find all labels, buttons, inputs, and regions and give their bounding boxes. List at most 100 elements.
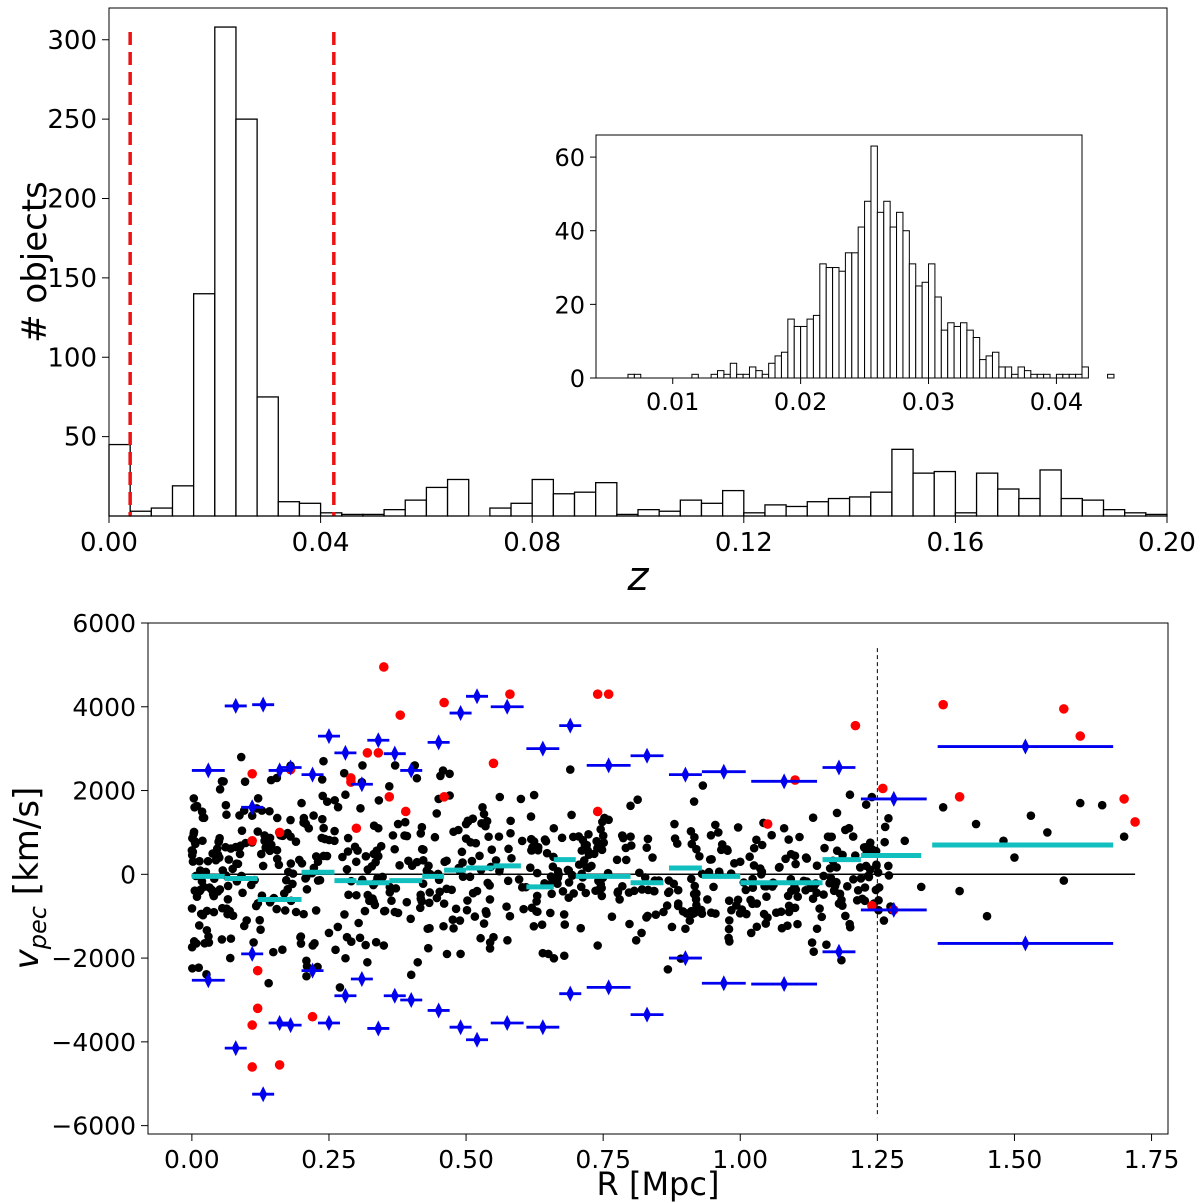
member-point [1097,800,1107,810]
member-point [458,872,468,881]
top-y-axis-label: # objects [15,181,55,343]
member-point [311,906,321,915]
member-point [199,813,209,823]
inset-bar [902,230,910,379]
histogram-bar [150,507,174,517]
envelope-marker [341,744,350,761]
member-point [762,892,771,902]
member-point [516,794,526,804]
member-point [618,831,627,841]
member-point [558,887,568,896]
member-point [714,867,724,876]
inset-bar [870,145,878,379]
interloper-point [867,900,877,911]
x-tick-label: 0.20 [1138,528,1196,558]
member-point [784,901,794,911]
member-point [333,802,343,812]
member-point [360,906,370,916]
member-point [690,881,700,891]
envelope-marker [538,740,547,757]
member-point [547,889,556,899]
member-point [695,852,704,861]
member-point [574,832,584,841]
member-point [791,859,800,869]
member-point [299,813,309,823]
envelope-marker [324,1015,333,1032]
member-point [545,908,555,918]
y-tick-label: 300 [47,26,97,56]
inset-bar [1023,370,1032,379]
member-point [449,924,458,933]
member-point [752,899,762,908]
y-tick-label: 250 [47,105,97,135]
member-point [748,883,758,893]
member-point [838,901,847,910]
member-point [350,842,360,852]
member-point [724,916,734,925]
top-redshift-cut-lines [128,32,336,516]
member-point [188,857,198,866]
member-point [265,806,274,816]
member-point [224,855,234,864]
member-point [445,769,454,779]
member-point [390,844,399,854]
member-point [461,834,471,843]
envelope-marker [275,1015,284,1032]
member-point [189,937,199,946]
envelope-marker [308,766,317,783]
member-point [417,822,427,832]
interloper-point [592,806,603,817]
histogram-bar [721,489,745,517]
y-tick-label: 200 [47,185,97,215]
member-point [415,903,425,913]
envelope-marker [357,776,366,793]
y-tick-label: 0 [120,860,136,889]
member-point [597,845,607,855]
member-point [260,836,269,846]
member-point [793,892,803,901]
member-point [390,761,400,770]
histogram-bar [700,502,724,517]
member-point [371,937,381,947]
inset-bar [748,366,757,379]
member-point [860,896,870,906]
member-point [532,891,542,901]
member-point [860,883,870,892]
interloper-point [762,819,773,829]
interloper-points [247,662,1140,1072]
member-point [848,832,858,841]
member-point [286,815,295,825]
member-point [749,843,759,853]
histogram-bar [383,508,406,517]
top-x-axis-label: z [627,554,650,600]
member-point [615,895,624,904]
interloper-point [247,836,257,846]
member-point [527,846,537,855]
member-point [485,944,495,953]
envelope-marker [566,717,575,734]
histogram-bar [298,502,322,517]
member-point [529,790,539,800]
histogram-bar [1102,508,1126,517]
member-point [689,889,699,899]
member-point [471,838,481,848]
member-point [673,885,683,895]
member-point [374,796,384,805]
member-point [436,771,445,781]
inset-bar [806,318,814,379]
member-point [687,906,696,916]
member-point [752,922,762,932]
member-point [749,861,759,870]
member-point [576,923,586,933]
inset-bar [896,211,904,379]
member-point [370,900,380,910]
inset-bar [960,322,968,379]
member-point [583,846,593,855]
histogram-bar [848,496,872,517]
inset-bar [793,325,802,379]
inset-bar [991,351,1000,379]
histogram-bar [785,505,808,517]
member-point [189,827,199,837]
member-point [225,953,235,963]
member-point [793,919,802,929]
